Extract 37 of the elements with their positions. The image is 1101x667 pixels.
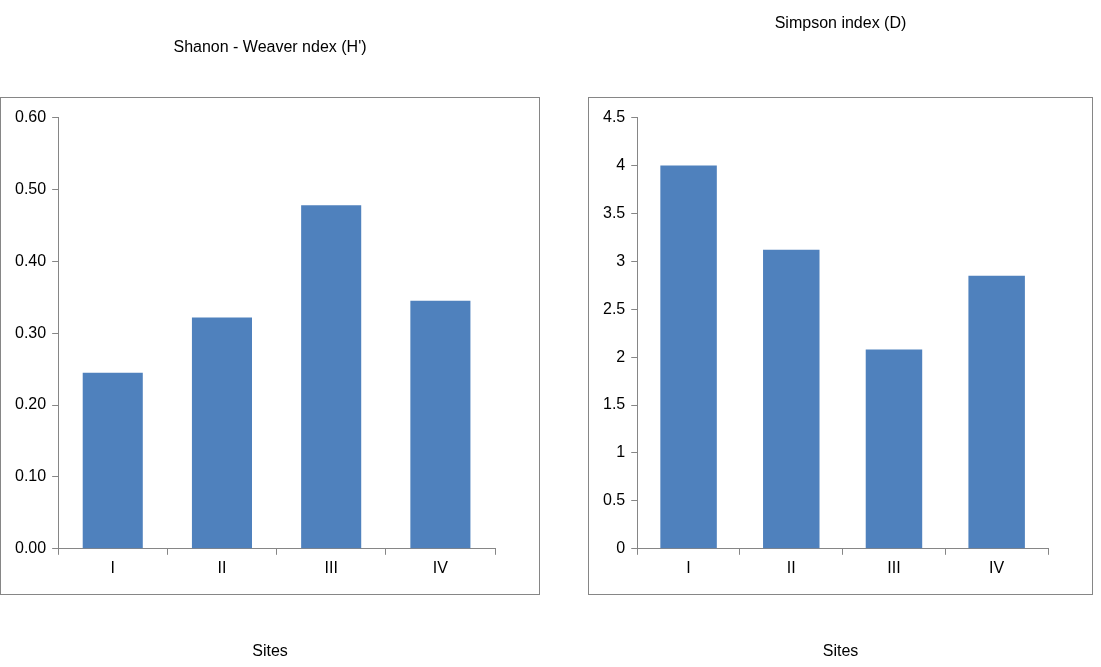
x-tick-label: II [786,558,796,576]
bar [763,249,820,549]
y-tick-label: 0.10 [15,467,47,485]
x-tick-label: III [324,558,338,576]
y-tick-label: 4 [616,155,626,173]
bar [968,275,1025,549]
x-tick-label: I [110,558,115,576]
bar [301,205,362,549]
y-tick-label: 0.60 [15,108,47,126]
x-tick-label: IV [432,558,449,576]
x-tick-label: IV [989,558,1005,576]
bar [191,317,252,549]
y-tick-label: 4.5 [602,108,626,126]
x-axis-title: Sites [251,642,289,660]
x-tick-label: III [887,558,901,576]
y-tick-label: 0.40 [15,251,47,269]
chart-title: Simpson index (D) [773,14,908,32]
y-tick-label: 3 [616,251,626,269]
y-tick-label: 0.5 [602,491,626,509]
bar [660,165,717,549]
y-tick-label: 1 [616,443,626,461]
bar [82,372,143,549]
y-tick-label: 1.5 [602,395,626,413]
y-tick-label: 0 [616,539,626,557]
x-tick-label: I [686,558,691,576]
y-tick-label: 0.50 [15,179,47,197]
y-tick-label: 2.5 [602,299,626,317]
y-tick-label: 2 [616,347,626,365]
y-tick-label: 3.5 [602,203,626,221]
chart-title: Shanon - Weaver ndex (H') [172,38,368,56]
y-tick-label: 0.00 [15,539,47,557]
bar [410,300,471,549]
bar [865,349,923,549]
x-tick-label: II [217,558,227,576]
y-tick-label: 0.20 [15,395,47,413]
y-tick-label: 0.30 [15,323,47,341]
x-axis-title: Sites [821,642,860,660]
